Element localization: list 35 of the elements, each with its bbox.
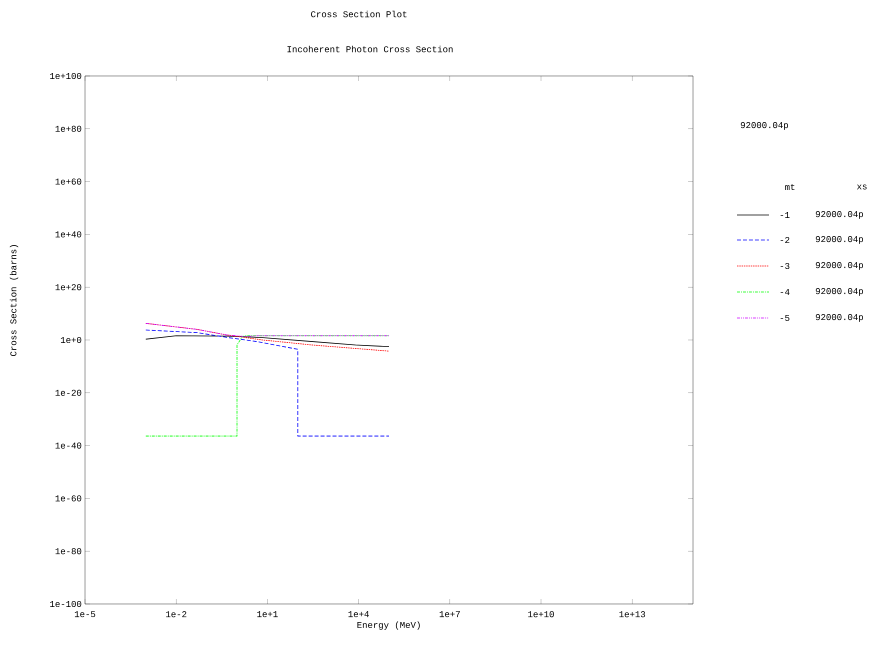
legend-label: -1 <box>780 212 790 218</box>
y-axis-title: Cross Section (barns) <box>10 245 18 356</box>
x-tick-label: 1e-2 <box>166 611 186 618</box>
x-axis-title: Energy (MeV) <box>357 621 420 630</box>
text: 92000.04p <box>816 211 863 219</box>
y-tick-label: 1e+100 <box>50 72 82 80</box>
chart-subtitle: Incoherent Photon Cross Section <box>287 46 453 52</box>
x-tick-label: 1e+7 <box>440 611 460 618</box>
y-tick-label: 1e-20 <box>56 390 82 396</box>
text: 92000.04p <box>816 288 863 296</box>
x-tick-label: 1e-5 <box>74 611 96 618</box>
legend-label: -3 <box>780 262 790 270</box>
y-tick-label: 1e+0 <box>60 336 82 344</box>
x-tick-label: 1e+4 <box>348 611 369 618</box>
text: 92000.04p <box>816 236 863 244</box>
legend-label: -4 <box>780 289 790 295</box>
x-tick-label: 1e+1 <box>257 611 278 618</box>
x-tick-label: 1e+13 <box>619 611 646 618</box>
y-tick-label: 1e-60 <box>56 495 82 502</box>
text: 92000.04p <box>816 314 863 322</box>
legend-label: -2 <box>780 236 790 243</box>
legend-title: mt <box>785 184 794 190</box>
text: 92000.04p <box>816 262 863 270</box>
y-tick-label: 1e-80 <box>56 548 82 554</box>
y-tick-label: 1e+60 <box>56 178 82 185</box>
text: xs <box>857 184 867 190</box>
y-tick-label: 1e+20 <box>56 284 82 290</box>
legend-label: -5 <box>780 314 790 321</box>
y-tick-label: 1e-40 <box>56 442 82 449</box>
text: 92000.04p <box>740 122 788 130</box>
y-tick-label: 1e+40 <box>56 231 82 238</box>
y-tick-label: 1e+80 <box>56 126 82 132</box>
y-tick-label: 1e-100 <box>50 600 82 608</box>
x-tick-label: 1e+10 <box>528 611 554 618</box>
chart-title: Cross Section Plot <box>311 10 406 18</box>
